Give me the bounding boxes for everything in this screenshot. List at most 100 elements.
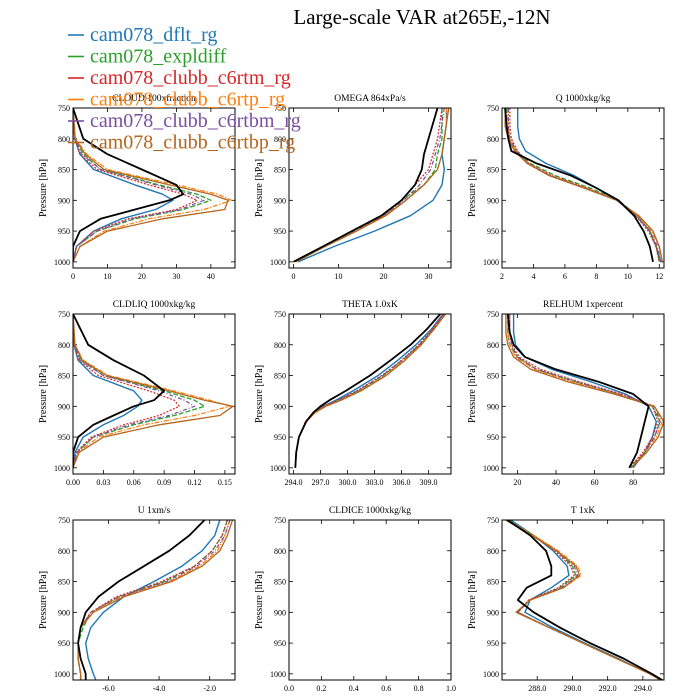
- x-tick-label: 0.15: [218, 478, 232, 487]
- y-tick-label: 900: [58, 196, 70, 205]
- series-line-cam078_clubb_c6rtbm_rg: [73, 108, 205, 262]
- x-tick-label: 10: [624, 272, 632, 281]
- y-tick-label: 950: [274, 433, 286, 442]
- y-tick-label: 1000: [270, 464, 286, 473]
- y-tick-label: 800: [274, 341, 286, 350]
- y-tick-label: 750: [274, 516, 286, 525]
- y-tick-label: 1000: [54, 464, 70, 473]
- plot-frame: [72, 107, 236, 269]
- series-line-cam078_clubb_c6rtp_rg: [77, 520, 231, 680]
- y-tick-label: 1000: [270, 670, 286, 679]
- x-tick-label: 303.0: [366, 478, 384, 487]
- legend-item: cam078_clubb_c6rtbm_rg: [68, 110, 301, 132]
- plot-frame: [501, 519, 665, 681]
- x-tick-label: 0.00: [66, 478, 80, 487]
- x-tick-label: 309.0: [420, 478, 438, 487]
- x-tick-label: 60: [591, 478, 599, 487]
- series-line-cam078_expldiff: [77, 520, 229, 680]
- x-tick-label: 0.06: [127, 478, 141, 487]
- y-tick-label: 750: [487, 104, 499, 113]
- y-tick-label: 900: [487, 402, 499, 411]
- y-tick-label: 1000: [483, 258, 499, 267]
- series-line-cam078_clubb_c6rtbp_rg: [504, 108, 664, 262]
- series-line-cam078_clubb_c6rtbp_rg: [77, 520, 234, 680]
- y-tick-label: 750: [58, 310, 70, 319]
- x-tick-label: 0.4: [349, 684, 359, 693]
- series-line-cam078_dflt_rg: [84, 520, 221, 680]
- y-tick-label: 1000: [483, 670, 499, 679]
- y-tick-label: 750: [274, 104, 286, 113]
- y-tick-label: 750: [58, 104, 70, 113]
- legend-item: cam078_clubb_c6rtbp_rg: [68, 132, 295, 154]
- x-tick-label: 0.12: [188, 478, 202, 487]
- y-tick-label: 750: [487, 310, 499, 319]
- panel-title: CLOUD 100xfraction: [112, 93, 196, 104]
- plot-frame: [288, 313, 452, 475]
- series-line-OBS: [506, 520, 663, 680]
- panel-5: THETA 1.0xK Pressure [hPa] 750 800 850 900 950…: [254, 300, 452, 487]
- series-line-cam078_expldiff: [507, 314, 661, 469]
- series-line-cam078_clubb_c6rtm_rg: [73, 314, 180, 468]
- x-tick-label: 20: [513, 478, 521, 487]
- legend-label: cam078_clubb_c6rtm_rg: [90, 67, 291, 89]
- series-line-cam078_expldiff: [294, 314, 446, 468]
- y-tick-label: 900: [274, 608, 286, 617]
- x-tick-label: 20: [380, 272, 388, 281]
- series-line-OBS: [73, 314, 166, 468]
- panel-6: RELHUM 1xpercent Pressure [hPa] 750 800 850 9…: [467, 300, 665, 487]
- x-tick-label: -2.0: [203, 684, 216, 693]
- y-axis-label: Pressure [hPa]: [467, 365, 478, 423]
- series-line-cam078_clubb_c6rtbp_rg: [505, 520, 661, 680]
- panel-2: OMEGA 864xPa/s Pressure [hPa] 750 800 850 900…: [254, 94, 452, 281]
- panel-8: CLDICE 1000xkg/kg Pressure [hPa] 750 800 850…: [254, 506, 456, 693]
- series-line-cam078_clubb_c6rtbm_rg: [507, 108, 662, 262]
- series-line-cam078_dflt_rg: [512, 314, 657, 469]
- y-tick-label: 850: [487, 166, 499, 175]
- panel-4: CLDLIQ 1000xkg/kg Pressure [hPa] 750 800 850…: [38, 300, 236, 487]
- y-tick-label: 850: [58, 578, 70, 587]
- y-tick-label: 800: [487, 547, 499, 556]
- y-tick-label: 900: [487, 196, 499, 205]
- x-tick-label: -4.0: [153, 684, 166, 693]
- y-tick-label: 900: [487, 608, 499, 617]
- series-line-cam078_clubb_c6rtm_rg: [73, 108, 198, 262]
- series-line-cam078_clubb_c6rtbm_rg: [73, 314, 196, 468]
- x-tick-label: 306.0: [393, 478, 411, 487]
- y-tick-label: 750: [487, 516, 499, 525]
- panel-title: U 1xm/s: [138, 506, 171, 516]
- y-tick-label: 1000: [54, 258, 70, 267]
- x-tick-label: -6.0: [102, 684, 115, 693]
- y-axis-label: Pressure [hPa]: [254, 571, 265, 629]
- x-tick-label: 40: [552, 478, 560, 487]
- legend-label: cam078_clubb_c6rtbm_rg: [90, 110, 301, 132]
- series-line-OBS: [294, 314, 441, 468]
- x-tick-label: 10: [335, 272, 343, 281]
- series-line-OBS: [506, 314, 650, 469]
- series-line-OBS: [77, 520, 206, 680]
- y-tick-label: 950: [58, 227, 70, 236]
- plot-frame: [288, 107, 452, 269]
- panel-9: T 1xK Pressure [hPa] 750 800 850 900 950 1000 28…: [467, 506, 665, 693]
- plot-frame: [501, 313, 665, 475]
- y-tick-label: 750: [58, 516, 70, 525]
- panel-title: CLDLIQ 1000xkg/kg: [113, 300, 196, 310]
- y-tick-label: 950: [487, 227, 499, 236]
- legend-item: cam078_dflt_rg: [68, 24, 217, 46]
- panel-title: RELHUM 1xpercent: [543, 300, 623, 310]
- series-line-cam078_clubb_c6rtm_rg: [293, 108, 443, 263]
- legend-label: cam078_dflt_rg: [90, 24, 217, 46]
- series-line-cam078_clubb_c6rtm_rg: [294, 314, 445, 468]
- legend-item: cam078_clubb_c6rtp_rg: [68, 89, 285, 111]
- y-tick-label: 850: [274, 372, 286, 381]
- x-tick-label: 12: [655, 272, 663, 281]
- y-tick-label: 950: [274, 227, 286, 236]
- y-tick-label: 950: [487, 639, 499, 648]
- x-tick-label: 0: [292, 272, 296, 281]
- series-line-cam078_clubb_c6rtp_rg: [507, 108, 663, 262]
- y-tick-label: 850: [274, 578, 286, 587]
- plot-frame: [72, 519, 236, 681]
- legend: cam078_dflt_rgcam078_expldiffcam078_club…: [68, 24, 301, 154]
- panel-title: CLDICE 1000xkg/kg: [329, 506, 411, 516]
- x-tick-label: 4: [531, 272, 535, 281]
